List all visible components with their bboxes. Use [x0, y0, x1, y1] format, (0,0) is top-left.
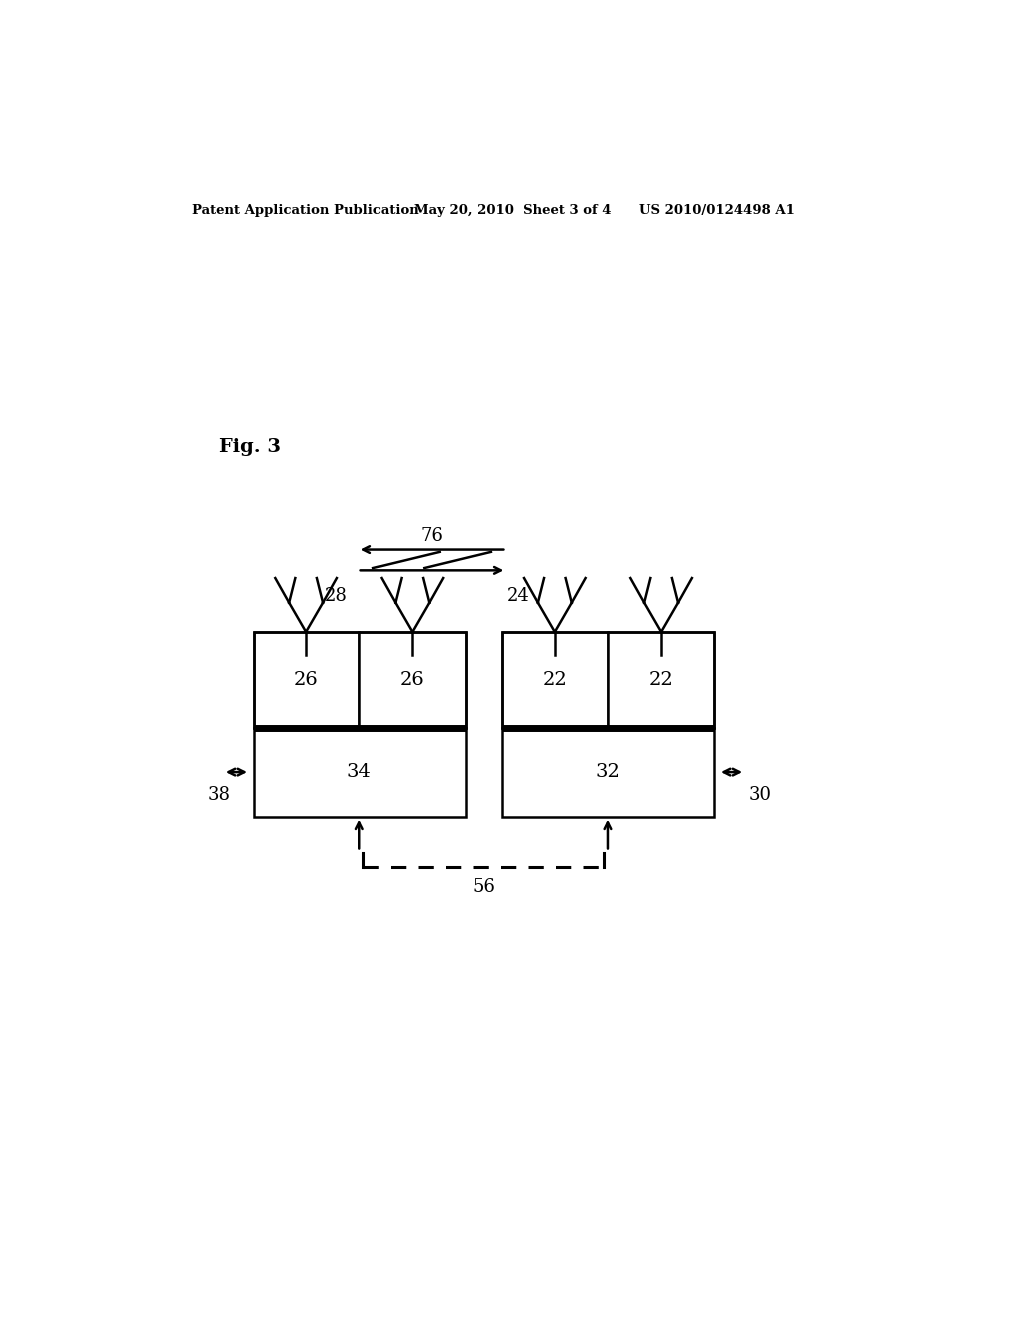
Text: Fig. 3: Fig. 3	[219, 438, 282, 457]
Text: 22: 22	[649, 671, 674, 689]
Text: US 2010/0124498 A1: US 2010/0124498 A1	[639, 205, 795, 218]
Bar	[503, 729, 714, 817]
Bar	[254, 729, 466, 817]
Text: Patent Application Publication: Patent Application Publication	[193, 205, 419, 218]
Text: 28: 28	[325, 587, 348, 605]
Text: 26: 26	[294, 671, 318, 689]
Text: 76: 76	[421, 527, 443, 545]
Text: 26: 26	[400, 671, 425, 689]
Text: 34: 34	[347, 763, 372, 781]
Text: 32: 32	[596, 763, 621, 781]
Bar	[359, 632, 466, 729]
Bar	[254, 632, 359, 729]
Bar	[503, 632, 714, 729]
Text: May 20, 2010  Sheet 3 of 4: May 20, 2010 Sheet 3 of 4	[414, 205, 611, 218]
Text: 30: 30	[749, 785, 772, 804]
Text: 22: 22	[543, 671, 567, 689]
Bar	[254, 632, 466, 729]
Bar	[503, 632, 608, 729]
Text: 24: 24	[506, 587, 529, 605]
Text: 56: 56	[472, 878, 495, 896]
Text: 38: 38	[208, 785, 230, 804]
Bar	[608, 632, 714, 729]
